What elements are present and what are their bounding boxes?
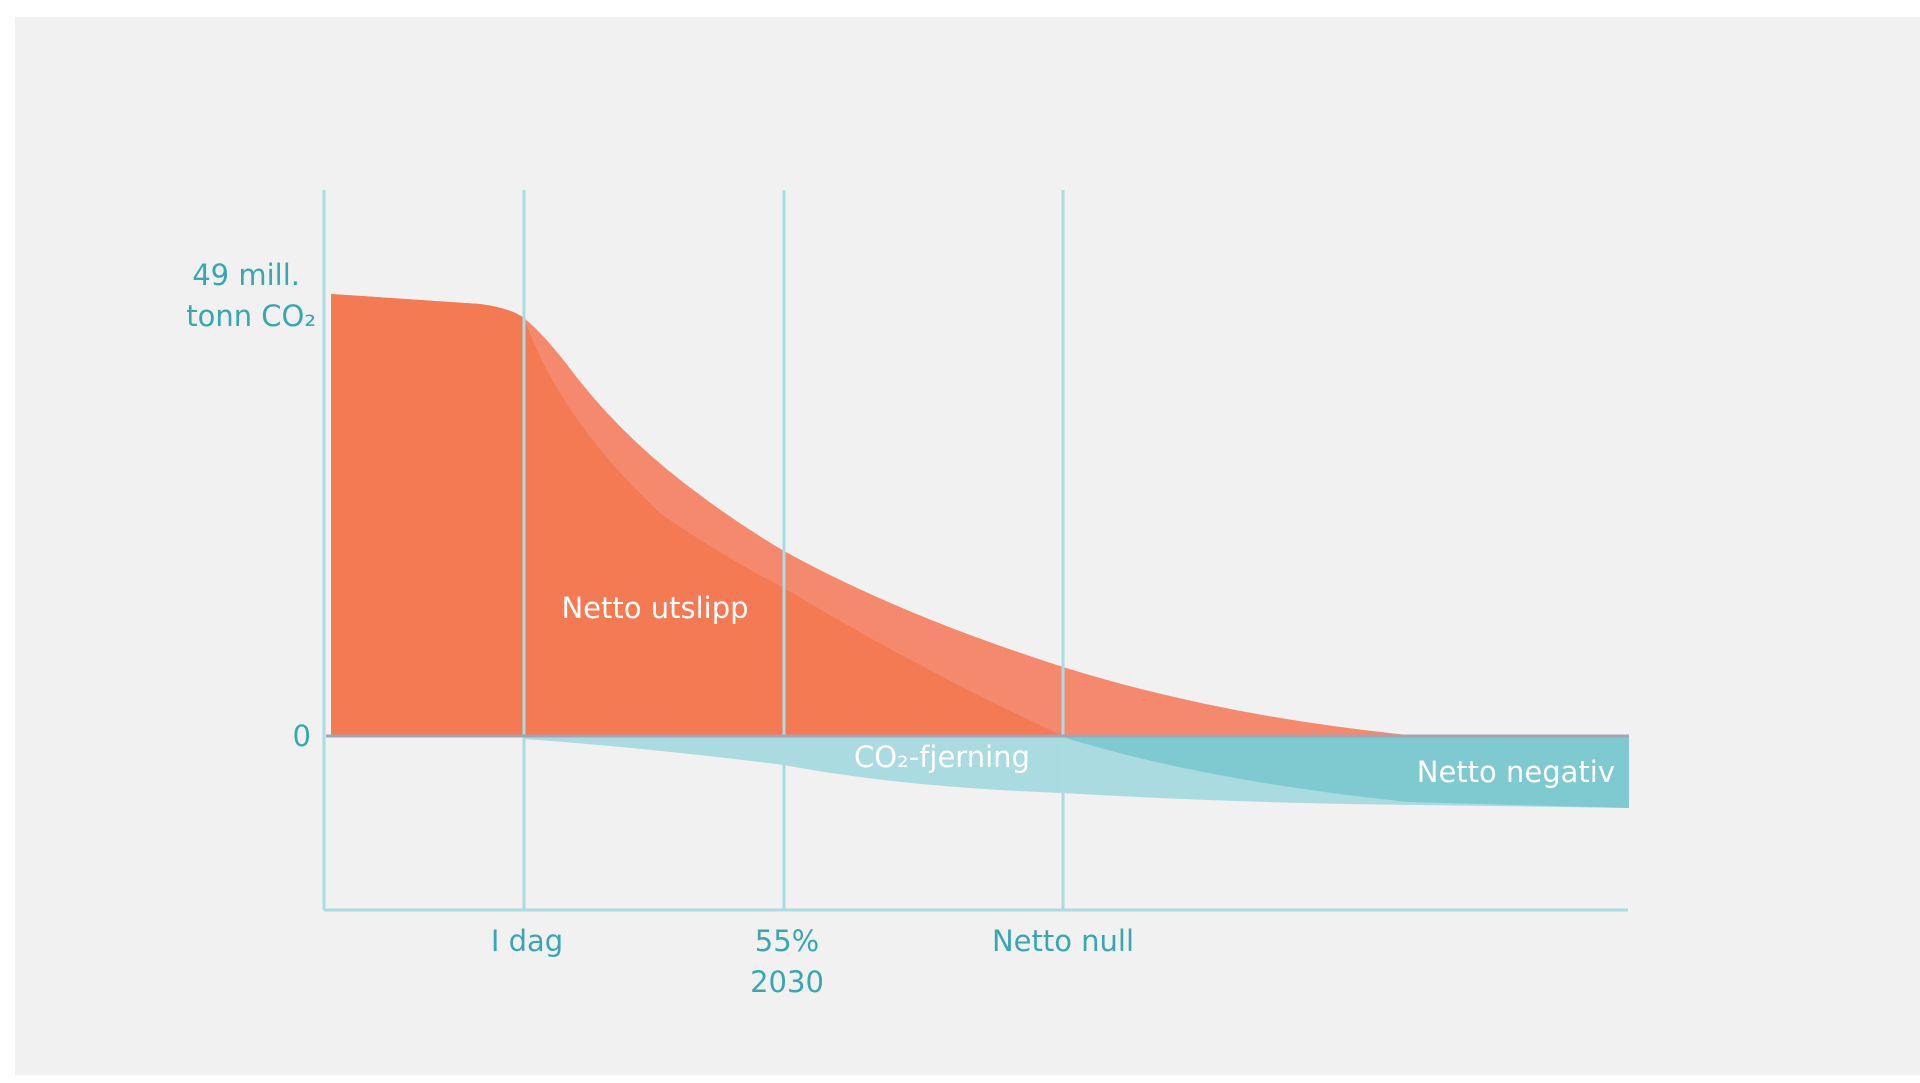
- y-top-label: tonn CO₂: [186, 299, 316, 333]
- area-label: CO₂-fjerning: [854, 740, 1030, 774]
- x-label: 55%: [755, 924, 819, 958]
- y-top-label: 49 mill.: [192, 258, 300, 292]
- x-label: Netto null: [992, 924, 1134, 958]
- area-label: Netto utslipp: [561, 591, 748, 625]
- background: [15, 17, 1920, 1075]
- net-negative-area: [1063, 737, 1629, 808]
- area-label: Netto negativ: [1417, 755, 1615, 789]
- x-label: I dag: [491, 924, 563, 958]
- y-zero-label: 0: [293, 719, 311, 753]
- x-label: 2030: [750, 965, 824, 999]
- emissions-area: [331, 294, 1063, 737]
